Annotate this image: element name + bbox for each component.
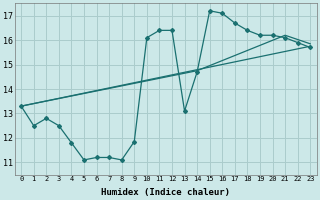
- X-axis label: Humidex (Indice chaleur): Humidex (Indice chaleur): [101, 188, 230, 197]
